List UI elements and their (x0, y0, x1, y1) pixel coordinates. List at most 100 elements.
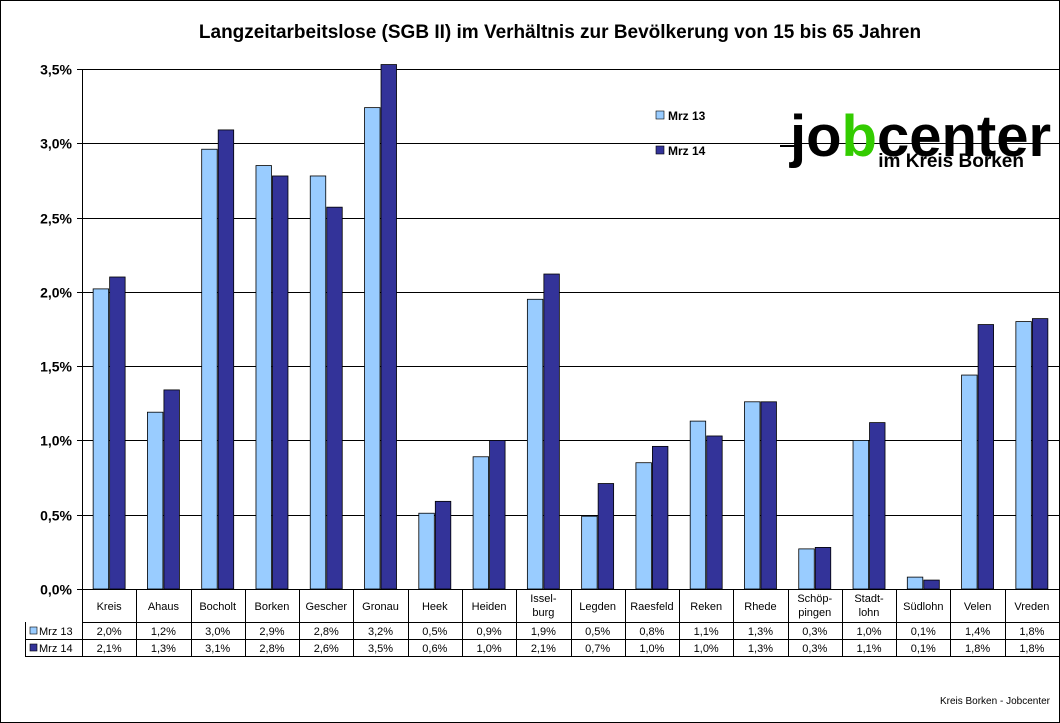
chart-title: Langzeitarbeitslose (SGB II) im Verhältn… (199, 22, 921, 43)
legend-label: Mrz 13 (668, 109, 706, 123)
bar-mrz14 (272, 175, 289, 590)
table-cell: 0,3% (802, 643, 827, 655)
category-label: Vreden (1014, 601, 1049, 613)
table-cell: 2,1% (531, 643, 556, 655)
bar-mrz14 (326, 206, 343, 590)
category-label: Bocholt (199, 601, 236, 613)
table-cell: 1,0% (477, 643, 502, 655)
table-cell: 0,1% (911, 626, 936, 638)
table-cell: 0,5% (585, 626, 610, 638)
category-label: Borken (255, 601, 290, 613)
bar-mrz14 (380, 64, 397, 590)
bar-mrz13 (852, 440, 869, 590)
bar-mrz13 (744, 401, 761, 590)
category-label: pingen (798, 607, 831, 619)
table-cell: 3,2% (368, 626, 393, 638)
bar-mrz14 (760, 401, 777, 590)
table-cell: 1,0% (694, 643, 719, 655)
bar-mrz14 (543, 273, 560, 590)
category-label: Raesfeld (630, 601, 673, 613)
bar-mrz14 (814, 547, 832, 590)
y-tick-label: 3,0% (40, 136, 72, 152)
bar-mrz14 (597, 483, 615, 590)
bar-mrz13 (418, 512, 435, 590)
table-cell: 1,9% (531, 626, 556, 638)
credit-text: Kreis Borken - Jobcenter (940, 696, 1051, 707)
bar-mrz14 (163, 389, 180, 590)
legend-key (655, 110, 665, 120)
category-label: Heiden (472, 601, 507, 613)
legend-label: Mrz 14 (668, 144, 706, 158)
bar-mrz14 (923, 579, 940, 590)
logo-text-b: b (842, 104, 877, 169)
table-legend-key (29, 626, 38, 635)
logo-text-jo: jo (789, 104, 842, 169)
table-cell: 1,2% (151, 626, 176, 638)
category-label: burg (532, 607, 554, 619)
y-tick-label: 1,5% (40, 359, 72, 375)
table-cell: 2,6% (314, 643, 339, 655)
table-cell: 1,8% (965, 643, 990, 655)
category-label: Südlohn (903, 601, 943, 613)
category-label: Schöp- (797, 593, 832, 605)
table-cell: 2,1% (97, 643, 122, 655)
bar-mrz13 (581, 515, 598, 590)
category-label: Velen (964, 601, 992, 613)
bar-mrz13 (309, 175, 327, 590)
logo-text: jobcenter (789, 104, 1051, 169)
bar-mrz14 (977, 324, 994, 590)
bar-mrz13 (364, 107, 381, 590)
table-cell: 1,0% (639, 643, 664, 655)
category-label: Heek (422, 601, 448, 613)
category-label: Gronau (362, 601, 399, 613)
bar-mrz14 (1031, 318, 1049, 590)
y-tick-label: 1,0% (40, 433, 72, 449)
table-cell: 0,9% (477, 626, 502, 638)
plot-background (82, 69, 1059, 589)
bar-mrz13 (472, 456, 489, 590)
category-label: Gescher (305, 601, 347, 613)
plot-area: 0,0% 0,5% 1,0% 1,5% 2,0% 2,5% 3,0% 3,5% (40, 62, 1059, 598)
table-cell: 1,1% (856, 643, 881, 655)
table-cell: 1,0% (856, 626, 881, 638)
bar-mrz14 (217, 129, 235, 590)
table-cell: 3,0% (205, 626, 230, 638)
bar-mrz13 (689, 420, 707, 590)
table-legend-key (29, 643, 38, 652)
category-label: Rhede (744, 601, 776, 613)
legend: Mrz 13 Mrz 14 (655, 109, 706, 158)
table-cell: 0,3% (802, 626, 827, 638)
category-label: Reken (690, 601, 722, 613)
bar-mrz13 (526, 298, 544, 590)
bar-mrz14 (869, 422, 886, 590)
table-cell: 3,1% (205, 643, 230, 655)
logo-subtitle: im Kreis Borken (878, 151, 1024, 172)
category-label: Kreis (97, 601, 123, 613)
bar-mrz13 (906, 576, 924, 590)
table-cell: 2,8% (314, 626, 339, 638)
logo-text-center: center (877, 104, 1051, 169)
bar-mrz13 (92, 288, 110, 590)
category-label: Issel- (530, 593, 557, 605)
bar-mrz13 (635, 462, 652, 590)
y-tick-label: 2,0% (40, 285, 72, 301)
y-tick-label: 2,5% (40, 211, 72, 227)
table-cell: 2,0% (97, 626, 122, 638)
y-tick-label: 0,5% (40, 508, 72, 524)
table-cell: 1,3% (748, 626, 773, 638)
bar-mrz13 (255, 165, 272, 590)
table-cell: 0,8% (639, 626, 664, 638)
table-cell: 1,4% (965, 626, 990, 638)
table-cell: 0,5% (422, 626, 447, 638)
table-cell: 3,5% (368, 643, 393, 655)
bar-mrz13 (201, 148, 218, 590)
category-label: lohn (859, 607, 880, 619)
category-label: Ahaus (148, 601, 180, 613)
bar-mrz14 (109, 276, 126, 590)
y-tick-label: 0,0% (40, 582, 72, 598)
table-cell: 1,1% (694, 626, 719, 638)
bar-mrz14 (489, 440, 506, 590)
bar-mrz14 (434, 500, 452, 590)
jobcenter-logo: jobcenter im Kreis Borken (780, 104, 1051, 172)
